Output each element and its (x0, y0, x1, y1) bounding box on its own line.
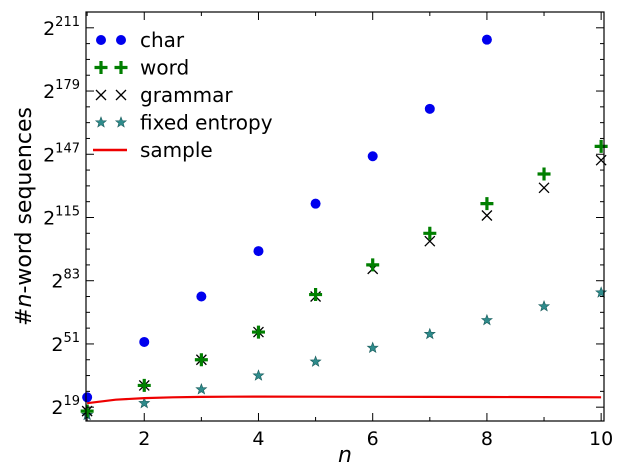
point-fixed-entropy-5 (309, 355, 322, 367)
y-tick-label-51: 251 (51, 331, 80, 356)
y-tick-label-179: 2179 (43, 78, 80, 103)
legend-label-sample: sample (140, 138, 213, 162)
y-tick-label-211: 2211 (43, 15, 80, 40)
point-grammar-8 (481, 210, 493, 221)
point-char-2 (139, 336, 150, 347)
point-word-4 (251, 325, 265, 339)
legend-marker-word-b (114, 61, 128, 74)
legend-label-grammar: grammar (140, 83, 233, 107)
legend-label-fixed-entropy: fixed entropy (140, 111, 273, 135)
x-tick-label-10: 10 (589, 428, 613, 450)
axis-ticks: 2 4 6 8 10 219 251 283 2115 2147 2179 2211 (43, 12, 613, 450)
point-char-5 (310, 198, 321, 209)
x-tick-label-8: 8 (481, 428, 493, 450)
point-fixed-entropy-8 (480, 313, 493, 326)
legend-item-sample: sample (93, 138, 213, 162)
point-fixed-entropy-2 (138, 396, 151, 409)
point-word-8 (480, 197, 494, 211)
legend-item-word: word (94, 56, 189, 80)
point-word-7 (423, 226, 437, 240)
point-char-3 (196, 291, 207, 302)
legend-item-char: char (96, 28, 185, 52)
point-word-5 (309, 288, 323, 302)
legend-marker-fixed-entropy-a (94, 116, 108, 128)
point-char-7 (424, 103, 435, 114)
legend-label-char: char (140, 28, 185, 52)
point-grammar-10 (595, 154, 607, 166)
point-word-10 (594, 139, 608, 153)
point-fixed-entropy-10 (595, 286, 608, 298)
legend-marker-fixed-entropy-b (114, 116, 128, 128)
y-axis-label: #n-word sequences (12, 107, 37, 326)
legend-marker-char-a (96, 35, 106, 45)
legend-marker-char-b (116, 35, 126, 45)
point-char-6 (367, 151, 378, 162)
point-word-2 (137, 378, 151, 392)
y-tick-label-115: 2115 (43, 204, 80, 229)
point-char-4 (253, 246, 264, 257)
x-axis-label: n (338, 443, 352, 468)
legend-marker-grammar-b (115, 89, 127, 101)
legend-marker-word-a (94, 61, 108, 74)
x-tick-label-2: 2 (138, 428, 150, 450)
y-tick-label-19: 219 (51, 394, 80, 419)
point-grammar-9 (538, 182, 550, 194)
legend: char word grammar fixed entropy sample (93, 28, 273, 162)
point-word-6 (366, 258, 380, 272)
point-fixed-entropy-9 (537, 300, 551, 312)
plot-frame (85, 11, 605, 422)
point-word-9 (537, 167, 551, 181)
legend-item-grammar: grammar (95, 83, 233, 107)
point-grammar-7 (424, 235, 436, 247)
x-tick-label-6: 6 (367, 428, 379, 450)
x-tick-label-4: 4 (252, 428, 264, 450)
point-fixed-entropy-7 (423, 327, 436, 340)
point-char-8 (481, 34, 492, 45)
point-fixed-entropy-4 (252, 369, 265, 381)
point-char-1 (82, 392, 93, 403)
y-tick-label-147: 2147 (43, 141, 80, 166)
plot-area (80, 34, 608, 421)
point-fixed-entropy-3 (195, 383, 208, 395)
legend-marker-grammar-a (95, 89, 107, 101)
legend-item-fixed-entropy: fixed entropy (94, 111, 273, 135)
series-sample-line (86, 395, 602, 405)
y-tick-label-83: 283 (51, 268, 80, 293)
legend-label-word: word (140, 56, 189, 80)
point-fixed-entropy-6 (366, 341, 379, 354)
point-word-3 (194, 353, 208, 367)
